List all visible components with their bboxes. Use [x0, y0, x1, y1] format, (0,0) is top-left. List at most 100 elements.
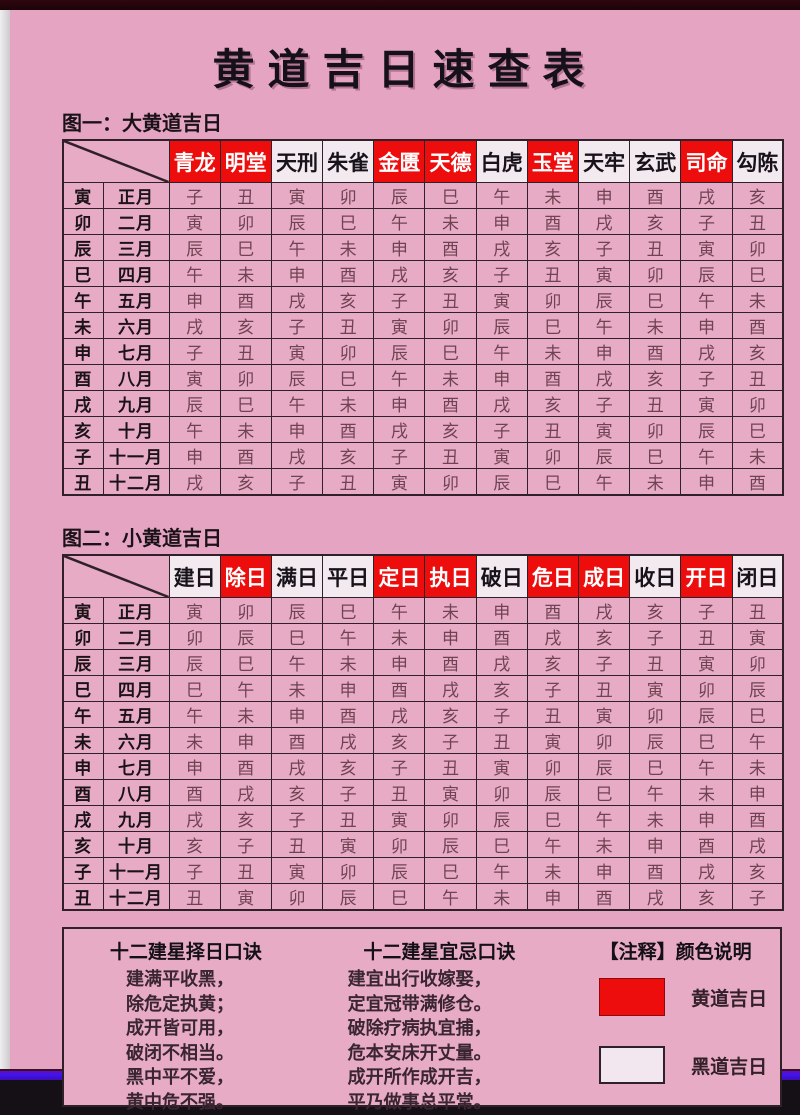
hour-branch-cell: 丑: [630, 391, 681, 417]
hour-branch-cell: 丑: [425, 443, 476, 469]
hour-branch-cell: 辰: [271, 365, 322, 391]
hour-branch-cell: 寅: [323, 832, 374, 858]
star-header-cell: 天牢: [579, 140, 630, 183]
hour-branch-cell: 亥: [630, 209, 681, 235]
hour-branch-cell: 辰: [271, 598, 322, 624]
hour-branch-cell: 未: [425, 209, 476, 235]
branch-cell: 丑: [63, 469, 103, 496]
hour-branch-cell: 卯: [271, 884, 322, 911]
hour-branch-cell: 寅: [169, 365, 220, 391]
hour-branch-cell: 寅: [220, 884, 271, 911]
branch-cell: 子: [63, 858, 103, 884]
hour-branch-cell: 寅: [476, 443, 527, 469]
month-cell: 十月: [103, 417, 169, 443]
small-huangdao-table: 建日除日满日平日定日执日破日危日成日收日开日闭日 寅正月寅卯辰巳午未申酉戌亥子丑…: [62, 554, 784, 911]
table2-header-row: 建日除日满日平日定日执日破日危日成日收日开日闭日: [63, 555, 783, 598]
hour-branch-cell: 辰: [579, 287, 630, 313]
hour-branch-cell: 戌: [527, 624, 578, 650]
hour-branch-cell: 巳: [220, 650, 271, 676]
hour-branch-cell: 申: [579, 858, 630, 884]
diagonal-divider: [64, 141, 169, 182]
hour-branch-cell: 子: [271, 469, 322, 496]
hour-branch-cell: 辰: [681, 417, 732, 443]
hour-branch-cell: 午: [476, 858, 527, 884]
branch-cell: 午: [63, 287, 103, 313]
hour-branch-cell: 丑: [425, 287, 476, 313]
hour-branch-cell: 卯: [630, 702, 681, 728]
hour-branch-cell: 酉: [579, 884, 630, 911]
hour-branch-cell: 酉: [476, 624, 527, 650]
hour-branch-cell: 卯: [374, 832, 425, 858]
hour-branch-cell: 子: [220, 832, 271, 858]
hour-branch-cell: 辰: [271, 209, 322, 235]
month-row: 卯二月寅卯辰巳午未申酉戌亥子丑: [63, 209, 783, 235]
hour-branch-cell: 丑: [630, 235, 681, 261]
star-header-cell: 金匮: [374, 140, 425, 183]
hour-branch-cell: 酉: [630, 183, 681, 209]
mnemonic-line: 除危定执黄；: [126, 993, 308, 1018]
mnemonic-line: 危本安床开丈量。: [348, 1042, 572, 1067]
branch-cell: 巳: [63, 676, 103, 702]
hour-branch-cell: 卯: [220, 209, 271, 235]
hour-branch-cell: 戌: [220, 780, 271, 806]
hour-branch-cell: 申: [425, 624, 476, 650]
star-header-cell: 朱雀: [323, 140, 374, 183]
branch-cell: 午: [63, 702, 103, 728]
hour-branch-cell: 未: [220, 261, 271, 287]
hour-branch-cell: 酉: [271, 728, 322, 754]
hour-branch-cell: 寅: [681, 650, 732, 676]
hour-branch-cell: 丑: [630, 650, 681, 676]
hour-branch-cell: 寅: [169, 598, 220, 624]
month-row: 酉八月酉戌亥子丑寅卯辰巳午未申: [63, 780, 783, 806]
hour-branch-cell: 辰: [169, 391, 220, 417]
hour-branch-cell: 子: [579, 235, 630, 261]
hour-branch-cell: 寅: [271, 183, 322, 209]
hour-branch-cell: 戌: [271, 754, 322, 780]
hour-branch-cell: 寅: [681, 235, 732, 261]
top-letterbox-bar: [0, 0, 800, 10]
month-cell: 六月: [103, 728, 169, 754]
hour-branch-cell: 午: [374, 598, 425, 624]
hour-branch-cell: 亥: [527, 391, 578, 417]
star-header-cell: 勾陈: [732, 140, 783, 183]
month-row: 子十一月子丑寅卯辰巳午未申酉戌亥: [63, 858, 783, 884]
table1-label: 图一：大黄道吉日: [62, 107, 800, 136]
left-page-edge: [0, 10, 10, 1071]
mnemonic-line: 破闭不相当。: [126, 1042, 308, 1067]
hour-branch-cell: 寅: [579, 261, 630, 287]
star-header-cell: 青龙: [169, 140, 220, 183]
hour-branch-cell: 巳: [630, 287, 681, 313]
hour-branch-cell: 寅: [476, 287, 527, 313]
hour-branch-cell: 亥: [220, 806, 271, 832]
hour-branch-cell: 未: [579, 832, 630, 858]
hour-branch-cell: 申: [476, 598, 527, 624]
diagonal-corner-cell: [63, 140, 169, 183]
month-cell: 六月: [103, 313, 169, 339]
month-cell: 十一月: [103, 443, 169, 469]
mnemonic-column-1: 十二建星择日口诀 建满平收黑，除危定执黄；成开皆可用，破闭不相当。黑中平不爱，黄…: [64, 929, 308, 1105]
hour-branch-cell: 卯: [323, 339, 374, 365]
hour-branch-cell: 丑: [271, 832, 322, 858]
hour-branch-cell: 卯: [732, 391, 783, 417]
star-header-cell: 危日: [527, 555, 578, 598]
hour-branch-cell: 子: [374, 443, 425, 469]
hour-branch-cell: 辰: [579, 754, 630, 780]
hour-branch-cell: 午: [527, 832, 578, 858]
hour-branch-cell: 巳: [323, 209, 374, 235]
hour-branch-cell: 酉: [323, 261, 374, 287]
big-huangdao-table: 青龙明堂天刑朱雀金匮天德白虎玉堂天牢玄武司命勾陈 寅正月子丑寅卯辰巳午未申酉戌亥…: [62, 139, 784, 496]
hour-branch-cell: 午: [732, 728, 783, 754]
hour-branch-cell: 申: [220, 728, 271, 754]
hour-branch-cell: 丑: [425, 754, 476, 780]
hour-branch-cell: 酉: [425, 235, 476, 261]
hour-branch-cell: 辰: [425, 832, 476, 858]
hour-branch-cell: 子: [476, 417, 527, 443]
hour-branch-cell: 未: [681, 780, 732, 806]
mnemonic2-title: 十二建星宜忌口诀: [308, 937, 572, 964]
hour-branch-cell: 戌: [579, 598, 630, 624]
hour-branch-cell: 辰: [323, 884, 374, 911]
hour-branch-cell: 寅: [169, 209, 220, 235]
hour-branch-cell: 寅: [579, 702, 630, 728]
mnemonic-line: 建满平收黑，: [126, 968, 308, 993]
hour-branch-cell: 亥: [732, 339, 783, 365]
